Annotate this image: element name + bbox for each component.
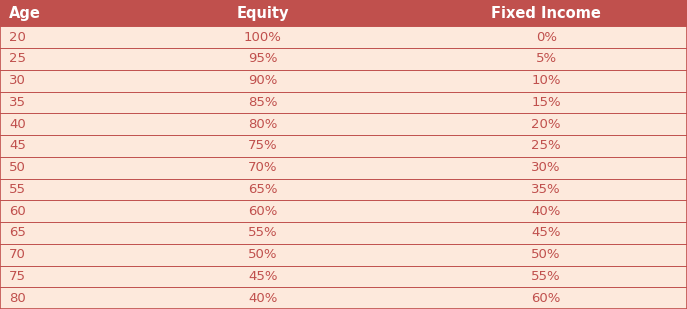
- Bar: [120, 157, 405, 179]
- Bar: [120, 0, 405, 26]
- Text: 65%: 65%: [248, 183, 278, 196]
- Text: 70: 70: [9, 248, 26, 261]
- Text: 50%: 50%: [532, 248, 561, 261]
- Text: 75: 75: [9, 270, 26, 283]
- Text: 60%: 60%: [532, 292, 561, 305]
- Bar: [405, 265, 687, 287]
- Bar: [0, 113, 120, 135]
- Text: 40: 40: [9, 118, 25, 131]
- Bar: [405, 287, 687, 309]
- Bar: [0, 265, 120, 287]
- Text: 55%: 55%: [531, 270, 561, 283]
- Bar: [120, 91, 405, 113]
- Bar: [0, 157, 120, 179]
- Text: 90%: 90%: [248, 74, 278, 87]
- Text: 65: 65: [9, 226, 26, 239]
- Bar: [120, 222, 405, 244]
- Bar: [0, 91, 120, 113]
- Bar: [120, 244, 405, 265]
- Bar: [405, 26, 687, 48]
- Bar: [120, 287, 405, 309]
- Bar: [405, 0, 687, 26]
- Text: 5%: 5%: [536, 53, 556, 66]
- Text: 0%: 0%: [536, 31, 556, 44]
- Text: 60: 60: [9, 205, 25, 218]
- Text: 55: 55: [9, 183, 26, 196]
- Text: 15%: 15%: [531, 96, 561, 109]
- Text: 45%: 45%: [248, 270, 278, 283]
- Bar: [0, 26, 120, 48]
- Text: 25: 25: [9, 53, 26, 66]
- Bar: [120, 113, 405, 135]
- Text: 100%: 100%: [244, 31, 282, 44]
- Bar: [120, 26, 405, 48]
- Bar: [405, 200, 687, 222]
- Bar: [405, 113, 687, 135]
- Bar: [0, 222, 120, 244]
- Bar: [405, 91, 687, 113]
- Bar: [405, 135, 687, 157]
- Bar: [405, 70, 687, 91]
- Text: 20: 20: [9, 31, 26, 44]
- Text: 45%: 45%: [532, 226, 561, 239]
- Text: 95%: 95%: [248, 53, 278, 66]
- Text: 50%: 50%: [248, 248, 278, 261]
- Bar: [0, 287, 120, 309]
- Text: 25%: 25%: [531, 139, 561, 152]
- Text: 10%: 10%: [532, 74, 561, 87]
- Bar: [405, 179, 687, 200]
- Text: 35: 35: [9, 96, 26, 109]
- Bar: [120, 135, 405, 157]
- Bar: [405, 48, 687, 70]
- Bar: [0, 200, 120, 222]
- Text: Equity: Equity: [236, 6, 289, 21]
- Text: Fixed Income: Fixed Income: [491, 6, 601, 21]
- Text: 80%: 80%: [248, 118, 278, 131]
- Bar: [0, 48, 120, 70]
- Bar: [120, 48, 405, 70]
- Text: 75%: 75%: [248, 139, 278, 152]
- Bar: [405, 157, 687, 179]
- Bar: [0, 0, 120, 26]
- Text: 85%: 85%: [248, 96, 278, 109]
- Text: 20%: 20%: [532, 118, 561, 131]
- Text: 40%: 40%: [532, 205, 561, 218]
- Text: 45: 45: [9, 139, 26, 152]
- Bar: [0, 135, 120, 157]
- Text: 30%: 30%: [532, 161, 561, 174]
- Bar: [405, 222, 687, 244]
- Bar: [0, 244, 120, 265]
- Text: Age: Age: [9, 6, 41, 21]
- Text: 35%: 35%: [531, 183, 561, 196]
- Bar: [120, 70, 405, 91]
- Bar: [120, 200, 405, 222]
- Bar: [120, 179, 405, 200]
- Bar: [0, 70, 120, 91]
- Bar: [120, 265, 405, 287]
- Bar: [0, 179, 120, 200]
- Text: 55%: 55%: [248, 226, 278, 239]
- Bar: [405, 244, 687, 265]
- Text: 80: 80: [9, 292, 25, 305]
- Text: 40%: 40%: [248, 292, 278, 305]
- Text: 30: 30: [9, 74, 26, 87]
- Text: 70%: 70%: [248, 161, 278, 174]
- Text: 50: 50: [9, 161, 26, 174]
- Text: 60%: 60%: [248, 205, 278, 218]
